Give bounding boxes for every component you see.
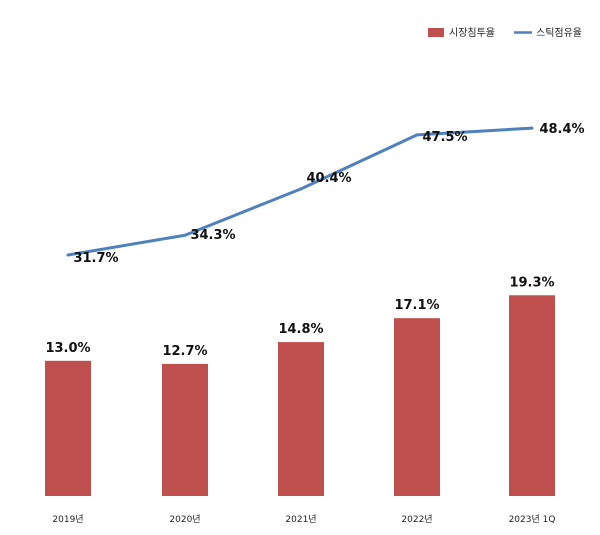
line-label-2: 40.4% bbox=[306, 171, 351, 186]
x-tick-label-4: 2023년 1Q bbox=[509, 514, 556, 525]
x-tick-label-0: 2019년 bbox=[52, 514, 83, 525]
bar-label-4: 19.3% bbox=[509, 275, 554, 290]
bar-label-0: 13.0% bbox=[45, 341, 90, 356]
legend-label-line: 스틱점유율 bbox=[536, 27, 582, 39]
x-tick-label-3: 2022년 bbox=[401, 514, 432, 525]
bar-data-labels: 13.0% 12.7% 14.8% 17.1% 19.3% bbox=[45, 275, 554, 359]
bar-1 bbox=[162, 363, 208, 496]
bar-3 bbox=[394, 318, 440, 496]
line-point-0 bbox=[66, 253, 70, 257]
line-label-0: 31.7% bbox=[73, 251, 118, 266]
bar-4 bbox=[509, 295, 555, 496]
bar-label-2: 14.8% bbox=[278, 322, 323, 337]
line-label-1: 34.3% bbox=[190, 228, 235, 243]
line-data-labels: 31.7% 34.3% 40.4% 47.5% 48.4% bbox=[73, 122, 584, 266]
line-series bbox=[66, 126, 534, 257]
line-path bbox=[67, 126, 533, 257]
legend-swatch-bar bbox=[428, 28, 444, 37]
legend: 시장침투율 스틱점유율 bbox=[428, 27, 582, 39]
x-axis-tick-labels: 2019년 2020년 2021년 2022년 2023년 1Q bbox=[52, 514, 555, 525]
line-point-4 bbox=[530, 126, 534, 130]
line-point-3 bbox=[415, 133, 419, 137]
line-label-3: 47.5% bbox=[422, 130, 467, 145]
line-point-2 bbox=[299, 187, 303, 191]
x-tick-label-2: 2021년 bbox=[285, 514, 316, 525]
bar-label-1: 12.7% bbox=[162, 344, 207, 359]
bar-0 bbox=[45, 360, 91, 496]
bar-series bbox=[45, 295, 555, 496]
bar-label-3: 17.1% bbox=[394, 298, 439, 313]
x-tick-label-1: 2020년 bbox=[169, 514, 200, 525]
bar-2 bbox=[278, 342, 324, 496]
legend-label-bar: 시장침투율 bbox=[449, 27, 495, 39]
line-label-4: 48.4% bbox=[539, 122, 584, 137]
line-point-1 bbox=[183, 233, 187, 237]
